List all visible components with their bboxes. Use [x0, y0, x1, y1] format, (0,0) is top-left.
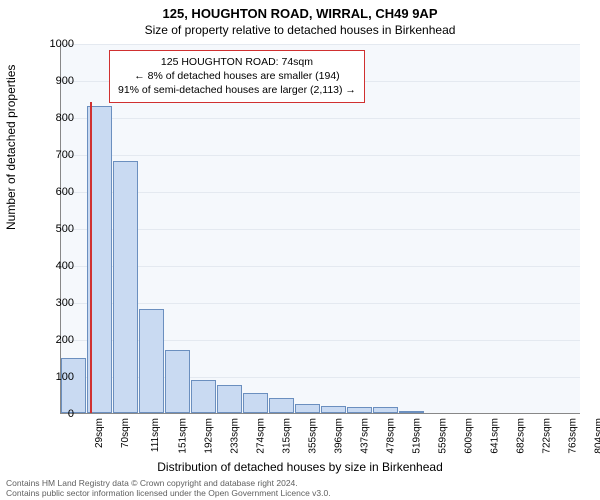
xtick-label: 233sqm	[230, 418, 241, 454]
histogram-bar	[217, 385, 242, 413]
gridline	[61, 266, 580, 267]
histogram-bar	[61, 358, 86, 414]
histogram-bar	[269, 398, 294, 413]
gridline	[61, 192, 580, 193]
ytick-label: 700	[34, 149, 74, 161]
xtick-label: 641sqm	[490, 418, 501, 454]
ytick-label: 800	[34, 112, 74, 124]
histogram-bar	[295, 404, 320, 413]
histogram-bar	[399, 411, 424, 413]
footer-attribution: Contains HM Land Registry data © Crown c…	[6, 478, 331, 498]
gridline	[61, 303, 580, 304]
histogram-bar	[113, 161, 138, 413]
gridline	[61, 155, 580, 156]
histogram-bar	[243, 393, 268, 413]
histogram-bar	[139, 309, 164, 413]
ytick-label: 100	[34, 371, 74, 383]
xtick-label: 682sqm	[516, 418, 527, 454]
xtick-label: 192sqm	[204, 418, 215, 454]
xtick-label: 111sqm	[150, 418, 161, 452]
xtick-label: 478sqm	[386, 418, 397, 454]
chart-area: 125 HOUGHTON ROAD: 74sqm← 8% of detached…	[60, 44, 580, 414]
gridline	[61, 229, 580, 230]
gridline	[61, 44, 580, 45]
xtick-label: 722sqm	[542, 418, 553, 454]
histogram-bar	[347, 407, 372, 413]
footer-line: Contains HM Land Registry data © Crown c…	[6, 478, 331, 488]
gridline	[61, 118, 580, 119]
xtick-label: 70sqm	[120, 418, 131, 448]
callout-box: 125 HOUGHTON ROAD: 74sqm← 8% of detached…	[109, 50, 365, 103]
xtick-label: 274sqm	[256, 418, 267, 454]
ytick-label: 900	[34, 75, 74, 87]
xtick-label: 600sqm	[464, 418, 475, 454]
page-title: 125, HOUGHTON ROAD, WIRRAL, CH49 9AP	[0, 0, 600, 21]
histogram-bar	[191, 380, 216, 413]
footer-line: Contains public sector information licen…	[6, 488, 331, 498]
ytick-label: 500	[34, 223, 74, 235]
x-axis-label: Distribution of detached houses by size …	[0, 460, 600, 474]
callout-line: 91% of semi-detached houses are larger (…	[118, 83, 356, 97]
xtick-label: 151sqm	[178, 418, 189, 454]
xtick-label: 804sqm	[594, 418, 600, 454]
histogram-bar	[165, 350, 190, 413]
ytick-label: 300	[34, 297, 74, 309]
y-axis-label: Number of detached properties	[4, 65, 18, 230]
xtick-label: 29sqm	[94, 418, 105, 448]
callout-line: ← 8% of detached houses are smaller (194…	[118, 69, 356, 83]
histogram-bar	[373, 407, 398, 413]
ytick-label: 1000	[34, 38, 74, 50]
xtick-label: 355sqm	[308, 418, 319, 454]
xtick-label: 437sqm	[360, 418, 371, 454]
xtick-label: 396sqm	[334, 418, 345, 454]
callout-line: 125 HOUGHTON ROAD: 74sqm	[118, 55, 356, 69]
histogram-bar	[321, 406, 346, 413]
ytick-label: 200	[34, 334, 74, 346]
ytick-label: 600	[34, 186, 74, 198]
xtick-label: 519sqm	[412, 418, 423, 454]
property-marker-line	[90, 102, 92, 413]
xtick-label: 763sqm	[568, 418, 579, 454]
xtick-label: 315sqm	[282, 418, 293, 454]
ytick-label: 400	[34, 260, 74, 272]
page-subtitle: Size of property relative to detached ho…	[0, 21, 600, 41]
ytick-label: 0	[34, 408, 74, 420]
xtick-label: 559sqm	[438, 418, 449, 454]
plot-background: 125 HOUGHTON ROAD: 74sqm← 8% of detached…	[60, 44, 580, 414]
